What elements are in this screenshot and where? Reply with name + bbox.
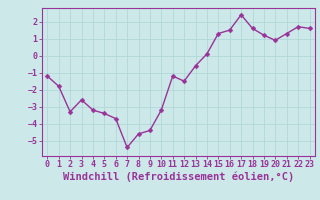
X-axis label: Windchill (Refroidissement éolien,°C): Windchill (Refroidissement éolien,°C) bbox=[63, 172, 294, 182]
